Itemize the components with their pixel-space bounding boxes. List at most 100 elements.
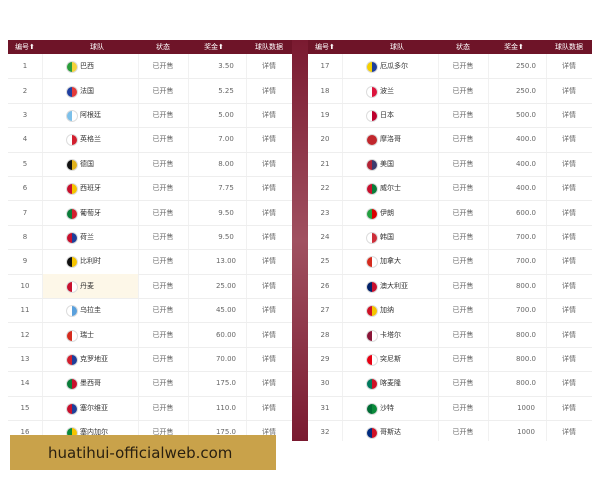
team-flag [66, 207, 78, 220]
detail-link[interactable]: 详情 [262, 379, 276, 388]
team-name: 沙特 [380, 403, 394, 412]
column-header: 球队数据 [555, 43, 583, 51]
detail-link[interactable]: 详情 [262, 232, 276, 241]
table-row: 17 厄瓜多尔 已开售 250.0 详情 [308, 54, 592, 80]
detail-link[interactable]: 详情 [262, 257, 276, 266]
column-header[interactable]: 编号⬆ [315, 43, 335, 51]
column-rule [138, 54, 139, 441]
sale-status: 已开售 [452, 403, 474, 412]
sale-status: 已开售 [152, 62, 174, 71]
row-number: 22 [320, 184, 330, 193]
detail-link[interactable]: 详情 [262, 403, 276, 412]
sale-status: 已开售 [452, 184, 474, 193]
table-row: 27 加纳 已开售 700.0 详情 [308, 298, 592, 324]
detail-link[interactable]: 详情 [262, 62, 276, 71]
column-header: 球队数据 [255, 43, 283, 51]
detail-link[interactable]: 详情 [562, 135, 576, 144]
prize-odds: 5.25 [218, 86, 234, 95]
detail-link[interactable]: 详情 [562, 159, 576, 168]
table-header: 编号⬆ 球队 状态 奖金⬆ 球队数据 [308, 40, 592, 54]
table-row: 7 葡萄牙 已开售 9.50 详情 [8, 200, 292, 226]
table-header: 编号⬆ 球队 状态 奖金⬆ 球队数据 [8, 40, 292, 54]
detail-link[interactable]: 详情 [562, 208, 576, 217]
detail-link[interactable]: 详情 [262, 428, 276, 437]
detail-link[interactable]: 详情 [262, 159, 276, 168]
table-row: 29 突尼斯 已开售 800.0 详情 [308, 347, 592, 373]
detail-link[interactable]: 详情 [562, 354, 576, 363]
team-name: 阿根廷 [80, 110, 101, 119]
detail-link[interactable]: 详情 [562, 281, 576, 290]
row-number: 16 [20, 428, 30, 437]
team-name: 比利时 [80, 257, 101, 266]
row-number: 12 [20, 330, 30, 339]
row-number: 9 [22, 257, 28, 266]
team-name: 墨西哥 [80, 379, 101, 388]
detail-link[interactable]: 详情 [562, 330, 576, 339]
sale-status: 已开售 [452, 281, 474, 290]
detail-link[interactable]: 详情 [562, 428, 576, 437]
team-flag [66, 85, 78, 98]
column-header[interactable]: 奖金⬆ [504, 43, 524, 51]
table-row: 31 沙特 已开售 1000 详情 [308, 396, 592, 421]
team-name: 法国 [80, 86, 94, 95]
prize-odds: 400.0 [515, 159, 537, 168]
team-name: 摩洛哥 [380, 135, 401, 144]
table-row: 23 伊朗 已开售 600.0 详情 [308, 200, 592, 226]
team-name: 喀麦隆 [380, 379, 401, 388]
sale-status: 已开售 [152, 135, 174, 144]
row-number: 26 [320, 281, 330, 290]
sale-status: 已开售 [152, 306, 174, 315]
sale-status: 已开售 [452, 208, 474, 217]
detail-link[interactable]: 详情 [562, 379, 576, 388]
detail-link[interactable]: 详情 [262, 208, 276, 217]
row-number: 20 [320, 135, 330, 144]
detail-link[interactable]: 详情 [262, 306, 276, 315]
team-name: 加拿大 [380, 257, 401, 266]
detail-link[interactable]: 详情 [562, 232, 576, 241]
team-flag [66, 378, 78, 391]
detail-link[interactable]: 详情 [262, 354, 276, 363]
detail-link[interactable]: 详情 [562, 184, 576, 193]
detail-link[interactable]: 详情 [562, 86, 576, 95]
table-row: 25 加拿大 已开售 700.0 详情 [308, 249, 592, 275]
team-flag [66, 305, 78, 318]
row-number: 3 [22, 110, 28, 119]
team-flag [366, 61, 378, 74]
detail-link[interactable]: 详情 [562, 306, 576, 315]
detail-link[interactable]: 详情 [262, 330, 276, 339]
detail-link[interactable]: 详情 [262, 110, 276, 119]
sale-status: 已开售 [452, 257, 474, 266]
detail-link[interactable]: 详情 [562, 257, 576, 266]
sale-status: 已开售 [152, 403, 174, 412]
team-name: 塞尔维亚 [80, 403, 108, 412]
table-row: 21 美国 已开售 400.0 详情 [308, 152, 592, 177]
column-header: 球队 [390, 43, 404, 51]
row-number: 4 [22, 135, 28, 144]
detail-link[interactable]: 详情 [262, 184, 276, 193]
team-flag [66, 109, 78, 122]
team-name: 突尼斯 [380, 354, 401, 363]
table-row: 1 巴西 已开售 3.50 详情 [8, 54, 292, 80]
detail-link[interactable]: 详情 [262, 135, 276, 144]
prize-odds: 400.0 [515, 184, 537, 193]
row-number: 17 [320, 62, 330, 71]
detail-link[interactable]: 详情 [262, 281, 276, 290]
table-row: 5 德国 已开售 8.00 详情 [8, 152, 292, 177]
detail-link[interactable]: 详情 [562, 110, 576, 119]
table-row: 11 乌拉圭 已开售 45.00 详情 [8, 298, 292, 324]
sale-status: 已开售 [452, 379, 474, 388]
team-name: 波兰 [380, 86, 394, 95]
sale-status: 已开售 [152, 354, 174, 363]
column-header: 球队 [90, 43, 104, 51]
detail-link[interactable]: 详情 [262, 86, 276, 95]
detail-link[interactable]: 详情 [562, 403, 576, 412]
prize-odds: 7.00 [218, 135, 234, 144]
row-number: 31 [320, 403, 330, 412]
column-header[interactable]: 编号⬆ [15, 43, 35, 51]
team-name: 巴西 [80, 62, 94, 71]
row-number: 24 [320, 232, 330, 241]
column-rule [246, 54, 247, 441]
column-header[interactable]: 奖金⬆ [204, 43, 224, 51]
detail-link[interactable]: 详情 [562, 62, 576, 71]
sale-status: 已开售 [152, 159, 174, 168]
